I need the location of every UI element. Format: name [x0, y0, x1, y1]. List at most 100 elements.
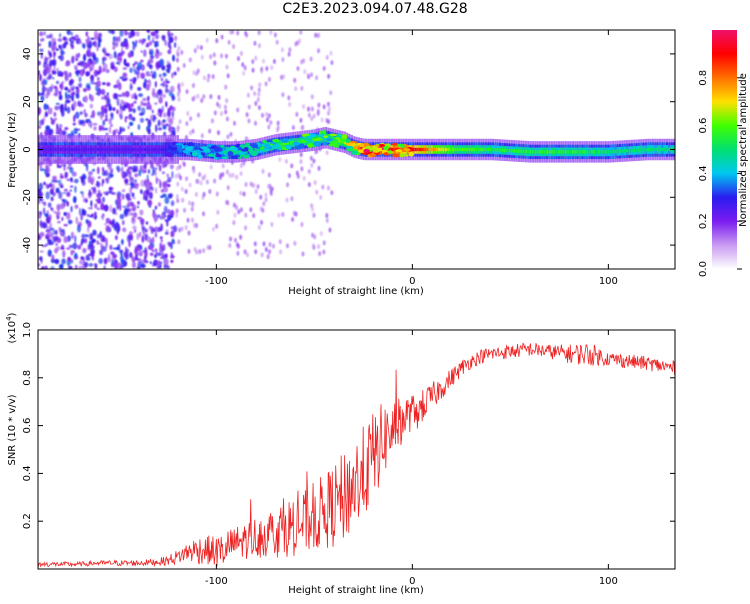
spectrogram-cell: [487, 147, 490, 152]
spectrogram-cell: [85, 71, 91, 77]
spectrogram-cell: [322, 129, 327, 135]
spectrogram-y-tick-label: 0: [22, 146, 33, 152]
spectrogram-cell: [60, 50, 66, 56]
spectrogram-cell: [114, 128, 119, 133]
spectrogram-cell: [113, 84, 119, 89]
spectrogram-cell: [256, 97, 260, 103]
spectrogram-cell: [161, 34, 166, 41]
spectrogram-cell: [96, 200, 102, 204]
spectrogram-cell: [320, 136, 323, 141]
spectrogram-cell: [148, 48, 154, 51]
spectrogram-cell: [213, 110, 217, 116]
spectrogram-cell: [137, 201, 140, 205]
spectrogram-cell: [164, 39, 168, 47]
spectrogram-cell: [267, 113, 271, 119]
spectrogram-cell: [205, 179, 209, 185]
spectrogram-cell: [121, 166, 124, 174]
spectrogram-cell: [359, 143, 365, 147]
spectrogram-cell: [192, 168, 196, 174]
spectrogram-cell: [129, 182, 135, 186]
spectrogram-cell: [56, 123, 59, 130]
spectrogram-cell: [41, 37, 45, 42]
spectrogram-cell: [76, 100, 82, 107]
spectrogram-cell: [63, 147, 67, 152]
spectrogram-cell: [593, 150, 596, 154]
spectrogram-cell: [165, 147, 168, 152]
spectrogram-cell: [142, 49, 147, 58]
spectrogram-cell: [70, 231, 75, 239]
spectrogram-cell: [70, 85, 73, 93]
spectrogram-cell: [111, 218, 116, 227]
spectrogram-cell: [103, 204, 109, 212]
spectrogram-cell: [149, 58, 154, 64]
spectrogram-cell: [158, 51, 163, 56]
spectrogram-cell: [49, 188, 54, 195]
spectrogram-cell: [135, 252, 140, 256]
spectrogram-cell: [38, 263, 41, 267]
spectrogram-cell: [419, 147, 422, 152]
spectrogram-cell: [105, 229, 111, 232]
spectrogram-cell: [282, 142, 289, 146]
spectrogram-cell: [654, 147, 657, 152]
spectrogram-cell: [543, 150, 546, 154]
spectrogram-cell: [651, 147, 655, 152]
spectrogram-cell: [216, 209, 220, 215]
spectrogram-cell: [62, 36, 67, 41]
spectrogram-cell: [135, 40, 138, 44]
spectrogram-cell: [147, 199, 153, 207]
spectrogram-cell: [105, 217, 110, 224]
spectrogram-cell: [112, 247, 117, 250]
colorbar-tick-label: 0.8: [698, 70, 709, 86]
spectrogram-cell: [310, 94, 314, 100]
spectrogram-cell: [132, 108, 136, 114]
spectrogram-cell: [317, 48, 321, 54]
spectrogram-cell: [52, 175, 57, 181]
spectrogram-cell: [238, 151, 245, 155]
spectrogram-cell: [215, 191, 219, 197]
spectrogram-cell: [231, 172, 235, 178]
spectrogram-cell: [134, 147, 137, 152]
spectrogram-cell: [291, 125, 295, 131]
spectrogram-cell: [90, 213, 94, 218]
spectrogram-cell: [254, 249, 258, 255]
spectrogram-cell: [74, 204, 79, 209]
spectrogram-cell: [290, 163, 294, 169]
spectrogram-cell: [264, 192, 268, 198]
snr-y-tick-label: 0.6: [22, 418, 33, 434]
spectrogram-cell: [122, 128, 125, 132]
spectrogram-cell: [132, 41, 135, 45]
spectrogram-panel: -100 0 100 -40 -20 0 20 40 Height of straight …: [7, 29, 676, 297]
spectrogram-cell: [171, 238, 175, 244]
spectrogram-cell: [226, 200, 230, 206]
spectrogram-cell: [168, 194, 173, 199]
spectrogram-cell: [131, 117, 135, 121]
spectrogram-cell: [188, 57, 192, 63]
spectrogram-cell: [124, 77, 129, 80]
snr-y-scale-label: (x104): [5, 312, 18, 343]
spectrogram-cell: [42, 207, 46, 215]
spectrogram-cell: [257, 87, 261, 93]
spectrogram-cell: [202, 149, 205, 153]
spectrogram-cell: [219, 144, 225, 148]
spectrogram-cell: [557, 150, 560, 154]
spectrogram-cell: [466, 147, 469, 152]
spectrogram-cell: [611, 150, 615, 154]
spectrogram-cell: [225, 98, 229, 104]
spectrogram-cell: [169, 38, 174, 44]
spectrogram-cell: [75, 58, 79, 61]
spectrogram-cell: [102, 235, 106, 243]
spectrogram-cell: [43, 115, 46, 122]
spectrogram-cell: [128, 113, 133, 120]
spectrogram-cell: [451, 147, 455, 152]
spectrogram-cell: [522, 149, 525, 154]
spectrogram-cell: [254, 55, 258, 61]
spectrogram-cell: [414, 147, 417, 152]
spectrogram-cell: [635, 148, 638, 152]
spectrogram-cell: [233, 150, 236, 154]
spectrogram-cell: [149, 54, 155, 60]
spectrogram-cell: [480, 147, 483, 152]
spectrogram-cell: [75, 87, 80, 95]
spectrogram-cell: [102, 62, 108, 71]
spectrogram-cell: [64, 127, 69, 131]
spectrogram-cell: [256, 184, 260, 190]
